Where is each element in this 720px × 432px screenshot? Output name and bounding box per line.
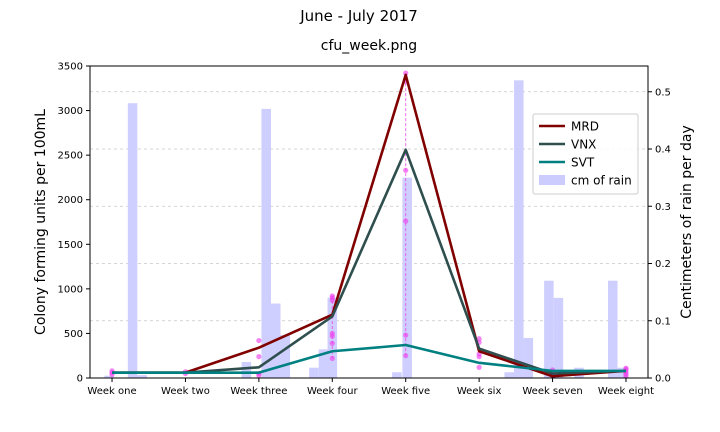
rain-bar bbox=[402, 177, 412, 378]
x-tick-label: Week six bbox=[457, 386, 502, 397]
x-axis-ticks: Week one Week two Week three Week four Week … bbox=[87, 378, 654, 397]
plot-frame bbox=[89, 65, 649, 379]
rain-bar bbox=[280, 335, 291, 378]
y2-tick-label: 0.0 bbox=[655, 374, 671, 385]
rain-bar bbox=[607, 280, 618, 378]
y2-axis-ticks: 0.0 0.1 0.2 0.3 0.4 0.5 bbox=[648, 87, 671, 385]
y2-tick-label: 0.3 bbox=[655, 202, 671, 213]
sample-point bbox=[256, 337, 262, 344]
rain-bar bbox=[127, 103, 138, 379]
legend-label: cm of rain bbox=[571, 174, 632, 188]
y2-tick-label: 0.4 bbox=[655, 145, 671, 156]
rain-bar bbox=[392, 372, 402, 378]
legend-box bbox=[532, 113, 639, 195]
series-line-mrd bbox=[112, 73, 627, 378]
y-tick-label: 500 bbox=[64, 329, 83, 340]
sample-point bbox=[403, 353, 409, 359]
rain-bar bbox=[318, 349, 329, 378]
y2-axis-label: Centimeters of rain per day bbox=[679, 125, 695, 318]
y-axis-label: Colony forming units per 100mL bbox=[33, 109, 49, 335]
rain-bar bbox=[309, 367, 319, 378]
legend: MRD VNX SVT cm of rain bbox=[532, 113, 639, 195]
rain-bar bbox=[514, 80, 524, 379]
sample-point bbox=[403, 167, 409, 173]
chart-suptitle: June - July 2017 bbox=[299, 7, 418, 25]
rain-bar bbox=[104, 375, 114, 378]
y-tick-label: 2000 bbox=[58, 195, 83, 206]
y-tick-label: 2500 bbox=[58, 151, 83, 162]
rain-bar bbox=[544, 280, 554, 378]
sample-point bbox=[329, 340, 335, 346]
legend-swatch-rain bbox=[539, 175, 565, 185]
x-tick-label: Week four bbox=[307, 386, 359, 397]
y-tick-label: 1500 bbox=[58, 240, 83, 251]
y2-tick-label: 0.5 bbox=[655, 87, 671, 98]
x-tick-label: Week seven bbox=[522, 386, 582, 397]
rain-bar bbox=[261, 108, 271, 378]
sample-point bbox=[329, 293, 335, 299]
sample-point bbox=[403, 70, 409, 76]
sample-point bbox=[403, 218, 409, 224]
sample-point bbox=[623, 365, 629, 371]
chart-title: cfu_week.png bbox=[321, 38, 417, 54]
rain-bar bbox=[553, 297, 564, 378]
x-tick-label: Week three bbox=[230, 386, 287, 397]
sample-point bbox=[403, 332, 409, 338]
rain-bar bbox=[617, 367, 628, 378]
rain-bar bbox=[523, 337, 534, 378]
series-lines bbox=[112, 73, 627, 378]
y-tick-label: 0 bbox=[77, 374, 83, 385]
sample-point bbox=[476, 364, 482, 370]
sample-point bbox=[256, 354, 262, 360]
rain-bar bbox=[241, 361, 252, 378]
y-tick-label: 3000 bbox=[58, 106, 83, 117]
legend-label: VNX bbox=[571, 138, 596, 152]
y-axis-ticks: 0 500 1000 1500 2000 2500 3000 3500 bbox=[58, 62, 90, 385]
y2-tick-label: 0.1 bbox=[655, 316, 671, 327]
sample-point bbox=[476, 336, 482, 342]
sample-point bbox=[329, 355, 335, 361]
legend-label: MRD bbox=[571, 120, 599, 134]
sample-point bbox=[329, 330, 335, 337]
rain-bar bbox=[504, 372, 515, 378]
x-tick-label: Week eight bbox=[598, 386, 654, 397]
series-line-svt bbox=[112, 343, 626, 374]
x-tick-label: Week five bbox=[381, 386, 430, 397]
legend-label: SVT bbox=[571, 156, 595, 170]
x-tick-label: Week one bbox=[87, 386, 136, 397]
y-tick-label: 1000 bbox=[58, 284, 83, 295]
rain-bar bbox=[137, 375, 147, 378]
y2-tick-label: 0.2 bbox=[655, 259, 671, 270]
x-tick-label: Week two bbox=[161, 386, 210, 397]
y-tick-label: 3500 bbox=[58, 62, 83, 73]
